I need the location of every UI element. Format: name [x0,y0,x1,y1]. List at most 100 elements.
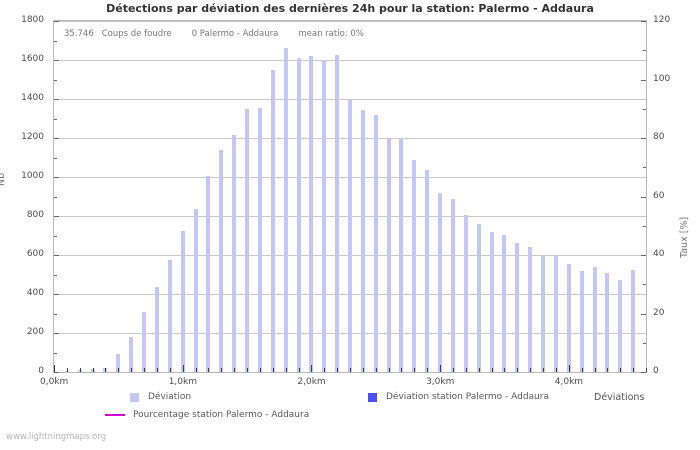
watermark: www.lightningmaps.org [6,432,107,442]
x-axis-minor-tick [247,368,249,372]
legend-swatch-deviation [130,392,139,402]
y-axis-right-title: Taux [%] [679,216,690,258]
legend-label-station-deviation: Déviation station Palermo - Addaura [386,392,549,402]
y-axis-right-minor-tick [643,225,646,227]
legend-item-deviation[interactable]: Déviation [130,392,191,402]
gridline [54,21,646,22]
x-axis-minor-tick [169,368,171,372]
y-axis-right-minor-tick [643,284,646,286]
chart-legend: Déviation Déviation station Palermo - Ad… [0,388,700,428]
mean-ratio-label: mean ratio: 0% [298,29,364,39]
bar [232,135,237,372]
legend-label-station-percentage: Pourcentage station Palermo - Addaura [133,410,310,420]
bar [631,269,636,372]
y-axis-right-tick [641,313,646,315]
bar [476,223,481,372]
x-axis-minor-tick [465,368,467,372]
x-axis-minor-tick [555,368,557,372]
x-axis-minor-tick [79,368,81,372]
x-axis-tick-label: 3,0km [426,377,455,387]
bar [129,336,134,372]
y-axis-right-tick-label: 60 [653,190,665,201]
x-axis-tick [182,365,184,372]
y-axis-right-tick-label: 100 [653,73,671,84]
y-axis-left-minor-tick [54,313,57,315]
y-axis-left-tick-label: 800 [26,210,44,220]
y-axis-left-tick [54,372,59,373]
plot-area: 35.746 Coups de foudre 0 Palermo - Addau… [53,20,647,373]
y-axis-right-tick-label: 0 [653,366,659,376]
x-axis-title: Déviations [594,392,645,403]
legend-item-station-percentage[interactable]: Pourcentage station Palermo - Addaura [105,410,310,420]
y-axis-right-tick-label: 120 [653,15,671,25]
y-axis-left-minor-tick [54,40,57,42]
bar [154,287,159,372]
x-axis-minor-tick [414,368,416,372]
x-axis-tick-label: 1,0km [168,377,197,387]
y-axis-left-minor-tick [54,235,57,237]
bar [348,99,352,372]
x-axis-minor-tick [594,368,596,372]
bar [142,311,147,372]
strikes-label: Coups de foudre [101,29,172,39]
gridline [54,99,646,100]
x-axis-tick [311,365,313,372]
x-axis-minor-tick [478,368,480,372]
bar [322,60,327,372]
y-axis-right-tick-label: 20 [653,307,665,318]
y-axis-left-tick [54,216,59,217]
bar [245,108,250,372]
x-axis-minor-tick [272,368,274,372]
bar [206,176,211,372]
bar [309,56,314,372]
x-axis-minor-tick [285,368,287,372]
bar [257,107,262,372]
bar [528,247,533,372]
y-axis-left-tick-label: 1600 [21,54,44,64]
bar-series-deviation [54,21,646,372]
y-axis-left-tick [54,99,59,100]
x-axis-minor-tick [607,368,609,372]
x-axis-tick-label: 2,0km [297,377,326,387]
y-axis-right-tick-label: 80 [653,132,665,142]
bar [270,69,275,372]
y-axis-right-minor-tick [643,167,646,169]
bar [566,263,571,372]
y-axis-left-tick-label: 1800 [21,15,44,25]
bar [425,170,430,372]
x-axis-minor-tick [362,368,364,372]
y-axis-left-tick [54,294,59,295]
y-axis-left-tick-label: 0 [38,366,44,376]
y-axis-left-tick-label: 1000 [21,171,44,181]
bar [592,266,597,372]
y-axis-left-minor-tick [54,274,57,276]
bar [438,192,443,372]
y-axis-left-tick [54,177,59,178]
x-axis-minor-tick [221,368,223,372]
y-axis-left-tick-label: 200 [26,327,44,337]
x-axis-minor-tick [118,368,120,372]
y-axis-left-minor-tick [54,157,57,159]
bar [605,272,610,372]
bar [335,55,340,372]
y-axis-left-tick [54,333,59,334]
legend-item-station-deviation[interactable]: Déviation station Palermo - Addaura [368,392,549,402]
x-axis-minor-tick [195,368,197,372]
y-axis-right-tick [641,79,646,81]
x-axis-minor-tick [491,368,493,372]
x-axis-minor-tick [324,368,326,372]
bar [489,231,494,372]
x-axis-tick-label: 0,0km [40,377,69,387]
y-axis-left-tick [54,255,59,256]
x-axis-minor-tick [92,368,94,372]
bar [360,109,365,372]
chart-title: Détections par déviation des dernières 2… [106,2,594,15]
bar [116,354,121,372]
y-axis-left-tick [54,138,59,139]
x-axis-tick [54,365,55,372]
station-count-label: 0 Palermo - Addaura [191,29,279,39]
bar [180,230,185,372]
y-axis-left-tick [54,21,59,22]
y-axis-left-tick-label: 600 [26,249,44,259]
